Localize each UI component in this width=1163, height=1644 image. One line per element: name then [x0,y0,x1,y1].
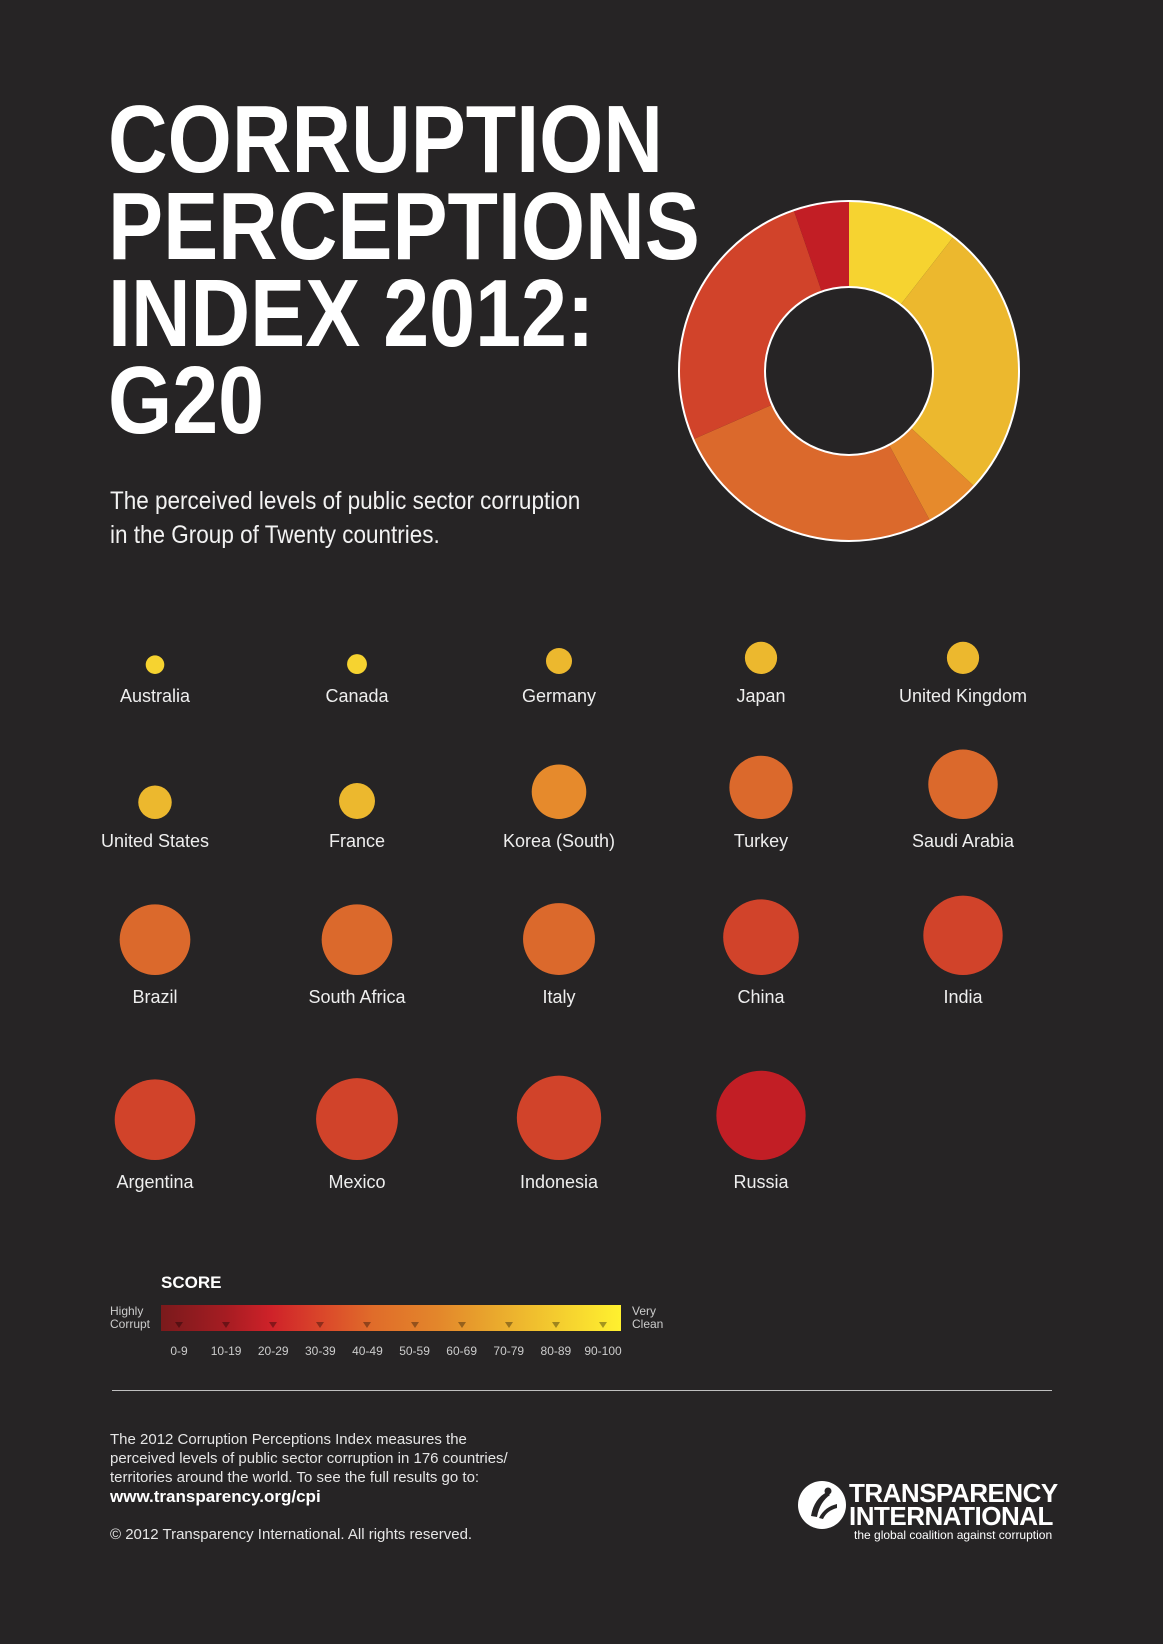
country-bubble [928,749,998,820]
country-label: United States [100,831,210,851]
country-bubble [923,895,1003,975]
country-bubble [516,1075,602,1160]
country-label: Korea (South) [502,831,616,851]
country-bubble [316,1078,398,1160]
transparency-international-logo: TRANSPARENCY INTERNATIONAL the global co… [797,1478,1058,1544]
title-line: INDEX 2012: [108,260,595,367]
legend-range-label: 60-69 [446,1344,477,1358]
donut-slice-90-100 [849,201,954,305]
footer-line: The 2012 Corruption Perceptions Index me… [110,1431,467,1448]
country-label: Argentina [116,1172,194,1192]
subtitle-line: The perceived levels of public sector co… [110,487,581,515]
country-bubble [347,654,367,675]
country-bubble [744,641,778,674]
country-bubble [119,904,191,975]
country-label: Russia [733,1172,789,1192]
country-label: Italy [542,987,576,1007]
legend-low-line: Corrupt [110,1317,151,1331]
donut-outer-ring [678,200,1020,542]
country-bubble [531,764,587,819]
title-line: G20 [108,347,265,454]
legend-tick [316,1322,325,1328]
legend-tick [457,1322,466,1328]
country-bubble [523,903,595,975]
country-bubble [545,647,573,674]
country-bubble [946,641,980,674]
logo-line1: TRANSPARENCY [849,1478,1058,1508]
title-line: CORRUPTION [108,86,663,193]
legend-range-label: 20-29 [257,1344,289,1358]
legend-low-line: Highly [110,1304,144,1318]
logo-tagline: the global coalition against corruption [854,1528,1053,1542]
page-subtitle: The perceived levels of public sector co… [110,484,581,552]
country-label: Japan [736,686,786,706]
country-bubble [321,904,393,975]
legend-range-label: 70-79 [493,1344,525,1358]
footer-line: territories around the world. To see the… [110,1469,480,1486]
country-label: Saudi Arabia [911,831,1015,851]
legend-range-label: 50-59 [399,1344,430,1358]
donut-slice-60-69 [888,427,975,521]
legend-range-label: 40-49 [352,1344,383,1358]
copyright-text: © 2012 Transparency International. All r… [110,1526,473,1543]
country-label: Turkey [733,831,789,851]
legend-high-line: Clean [632,1317,664,1331]
bubble-chart [114,641,1003,1160]
country-bubble [723,899,799,975]
country-label: United Kingdom [898,686,1028,706]
legend-title: SCORE [161,1273,222,1292]
country-label: Indonesia [519,1172,599,1192]
country-bubble [138,785,172,819]
country-label: Mexico [328,1172,386,1192]
legend-tick [175,1322,183,1328]
legend-tick [599,1322,607,1328]
legend-range-label: 80-89 [540,1344,572,1358]
donut-hole [764,286,934,456]
country-label: China [737,987,785,1007]
legend-range-label: 90-100 [584,1344,622,1358]
legend-tick [363,1322,372,1328]
logo-icon [798,1481,846,1529]
country-label: Brazil [132,987,178,1007]
country-bubble [145,655,165,674]
donut-slice-20-29 [793,201,849,292]
legend-range-label: 10-19 [210,1344,242,1358]
footer-description: The 2012 Corruption Perceptions Index me… [110,1430,550,1487]
legend-tick [222,1322,231,1328]
donut-chart [678,200,1020,542]
country-label: Canada [325,686,389,706]
country-bubble [716,1070,806,1160]
country-label: India [943,987,983,1007]
donut-slice-70-79 [900,236,1019,487]
title-line: PERCEPTIONS [108,173,700,280]
page-title: CORRUPTION PERCEPTIONS INDEX 2012: G20 [108,86,700,454]
legend-tick [269,1322,278,1328]
legend-low-label: Highly Corrupt [110,1305,150,1331]
country-bubble [114,1079,196,1160]
country-bubble [339,783,375,820]
legend-tick [504,1322,513,1328]
footer-url-link[interactable]: www.transparency.org/cpi [110,1487,321,1506]
country-label: France [328,831,386,851]
subtitle-line: in the Group of Twenty countries. [110,521,440,549]
legend-high-label: Very Clean [632,1305,663,1331]
donut-slice-40-49 [693,404,930,541]
divider [112,1390,1052,1391]
country-label: Germany [521,686,597,706]
country-label: South Africa [308,987,406,1007]
legend-range-label: 30-39 [304,1344,336,1358]
country-label: Australia [119,686,191,706]
legend-tick [551,1322,560,1328]
country-bubble [729,755,793,819]
logo-line2: INTERNATIONAL [849,1501,1053,1531]
legend-tick [410,1322,419,1328]
legend-range-label: 0-9 [170,1344,188,1358]
legend-high-line: Very [632,1304,657,1318]
score-gradient-bar [161,1305,621,1331]
footer-line: perceived levels of public sector corrup… [110,1450,508,1467]
